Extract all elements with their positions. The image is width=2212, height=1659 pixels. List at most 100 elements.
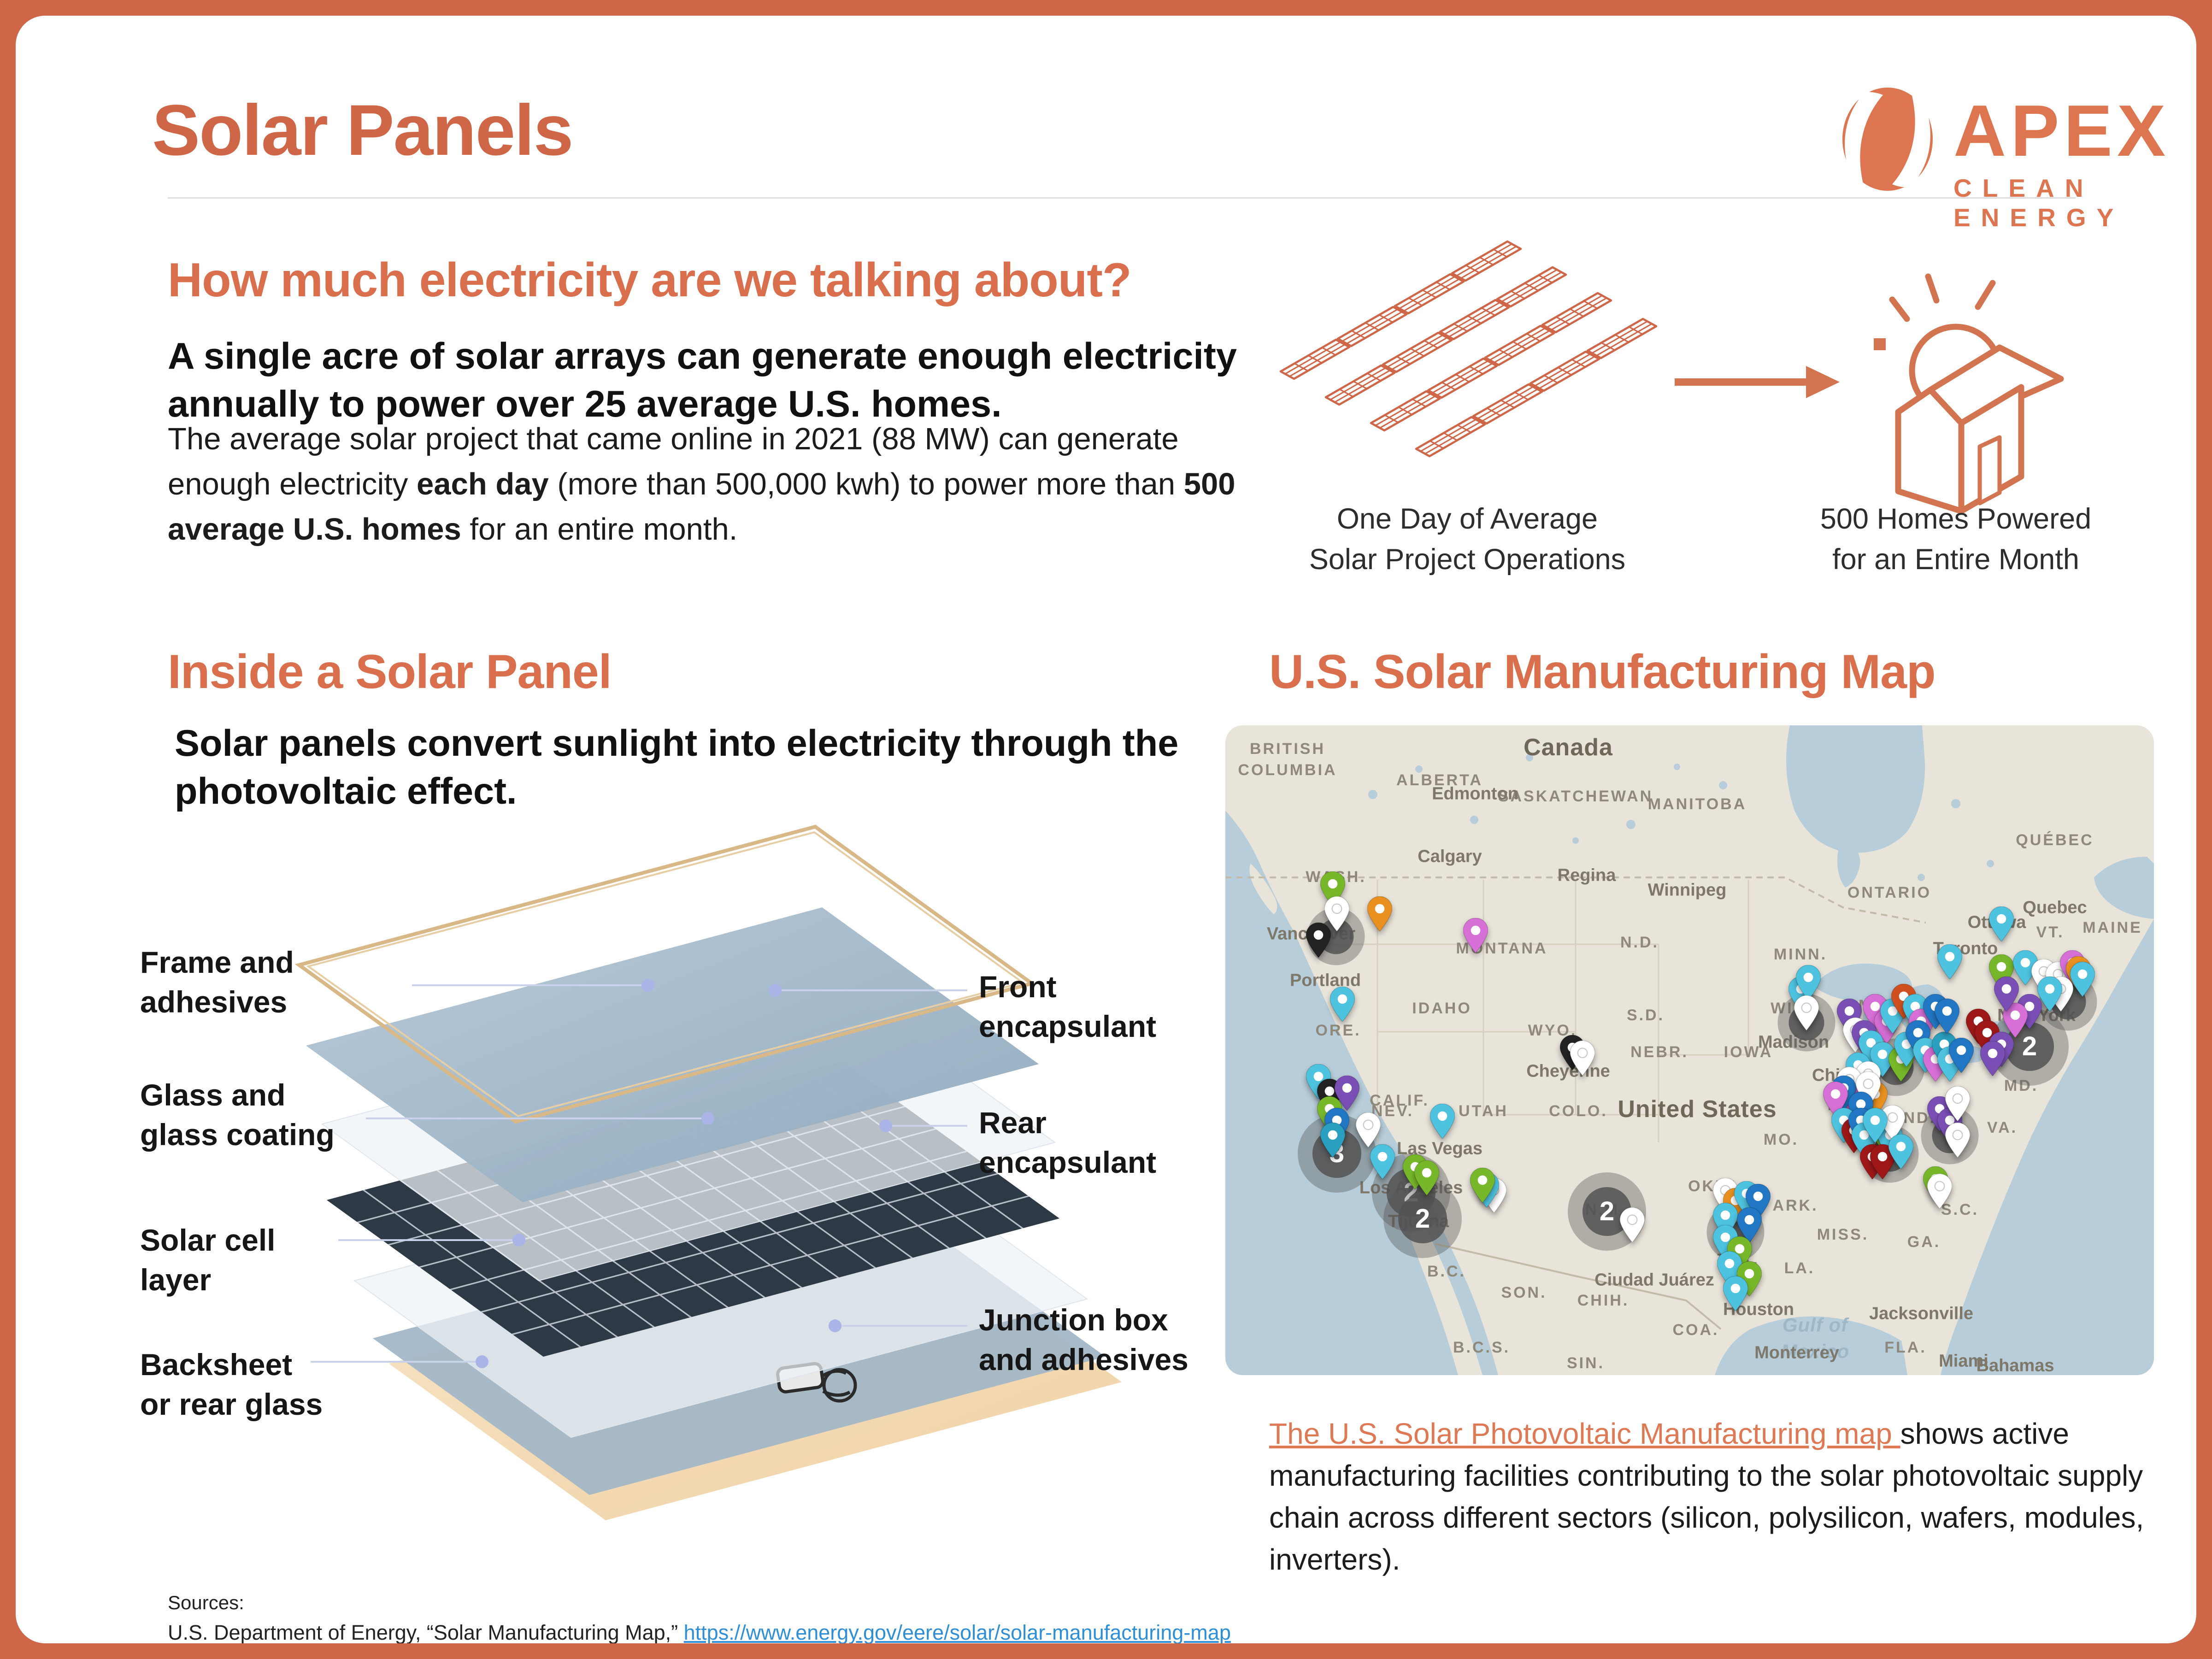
panel-callout-label: Frame and adhesives: [140, 945, 294, 1019]
source-link-doe[interactable]: https://www.energy.gov/eere/solar/solar-…: [683, 1621, 1231, 1643]
map-label: Jacksonville: [1869, 1304, 1974, 1324]
map-pin-p: [1980, 1041, 2005, 1077]
electricity-paragraph: The average solar project that came onli…: [168, 422, 1235, 547]
map-pin-c: [1863, 1108, 1888, 1143]
map-pin-c: [1723, 1276, 1748, 1312]
map-label: Canada: [1524, 734, 1613, 761]
gulf-st-lawrence: [2094, 857, 2154, 919]
map-label: VT.: [2036, 924, 2065, 941]
map-label: ORE.: [1315, 1022, 1361, 1040]
source-line-1: U.S. Department of Energy, “Solar Manufa…: [168, 1621, 1231, 1643]
map-label: Winnipeg: [1647, 880, 1727, 900]
map-pin-w: [1570, 1041, 1595, 1076]
frame-layer-inner: [306, 831, 1025, 1118]
map-pin-w: [1356, 1112, 1381, 1148]
map-label: Bahamas: [1976, 1356, 2054, 1375]
panel-callout-label: Glass and glass coating: [140, 1078, 335, 1152]
map-label: B.C.S.: [1453, 1339, 1511, 1357]
apex-logo-text: APEX CLEAN ENERGY: [1953, 93, 2196, 232]
electricity-lead: A single acre of solar arrays can genera…: [168, 335, 1237, 425]
map-label: ALBERTA: [1396, 771, 1483, 789]
map-pin-o: [1367, 896, 1392, 932]
map-pin-b: [1737, 1207, 1762, 1243]
solar-panel-icon: [1484, 324, 1555, 366]
electricity-heading: How much electricity are we talking abou…: [168, 253, 1132, 307]
map-label: IOWA: [1724, 1043, 1773, 1061]
glass-layer: [306, 907, 1039, 1202]
james-bay: [1837, 847, 1860, 888]
lake-superior: [1813, 964, 1912, 1002]
rear-encapsulant-layer: [353, 1141, 1088, 1438]
map-pin-w: [1945, 1123, 1970, 1158]
panel-callout-label: Junction box and adhesives: [979, 1303, 1188, 1377]
map-canvas: BRITISH COLUMBIA ALBERTA SASKATCHEWAN MANIT…: [1225, 725, 2154, 1375]
map-pin-w: [1945, 1086, 1970, 1122]
map-label: Regina: [1557, 865, 1616, 885]
sources-label: Sources:: [168, 1592, 244, 1613]
map-pin-t: [1320, 1123, 1345, 1158]
map-label: Edmonton: [1432, 784, 1518, 804]
map-pin-m: [1823, 1082, 1848, 1117]
solar-panel-icon: [1472, 383, 1543, 425]
solar-panel-icon: [1279, 338, 1351, 380]
solar-panel-icon: [1586, 318, 1658, 359]
map-label: MANITOBA: [1647, 795, 1747, 813]
map-pin-w: [1927, 1174, 1952, 1209]
state-borders: [1331, 880, 1751, 1142]
map-pin-w: [1324, 896, 1349, 932]
map-label: CALIF.: [1370, 1092, 1430, 1110]
map-link[interactable]: The U.S. Solar Photovoltaic Manufacturin…: [1269, 1417, 1900, 1450]
national-borders: [1225, 877, 1926, 1330]
apex-logo-icon: [1842, 76, 1933, 204]
map-pin-k: [1306, 923, 1331, 958]
map-label: NEV.: [1371, 1102, 1414, 1120]
junction-box-icon: [776, 1362, 857, 1403]
panel-callout-label: Solar cell layer: [140, 1223, 276, 1297]
header-divider: [168, 197, 2076, 199]
map-label: Cheyenne: [1526, 1061, 1610, 1081]
solar-panel-icon: [1439, 299, 1510, 341]
page: Solar Panels APEX CLEAN ENERGY How much …: [16, 16, 2196, 1643]
solar-panel-icon: [1336, 306, 1408, 347]
map-pin-b: [1935, 999, 1959, 1034]
map-label: Quebec: [2023, 898, 2087, 918]
hudson-bay: [1786, 725, 1925, 853]
solar-panel-icon: [1427, 357, 1498, 399]
solar-panel-icon: [1382, 331, 1453, 373]
map-pin-c: [1888, 1134, 1913, 1170]
map-pin-c: [1330, 987, 1355, 1022]
map-pin-p: [1335, 1076, 1359, 1111]
map-paragraph: The U.S. Solar Photovoltaic Manufacturin…: [1269, 1417, 2144, 1576]
map-label: ARK.: [1772, 1197, 1818, 1215]
map-label: MISS.: [1817, 1226, 1869, 1244]
map-label: Monterrey: [1754, 1343, 1839, 1363]
map-label: B.C.: [1427, 1263, 1466, 1281]
map-label: FLA.: [1884, 1339, 1927, 1357]
logo-subtitle: CLEAN ENERGY: [1953, 173, 2124, 232]
map-label: MAINE: [2083, 919, 2142, 937]
callout-dots: [476, 979, 892, 1368]
solar-cell-layer: [327, 1061, 1060, 1357]
map-label: MD.: [2004, 1077, 2039, 1095]
map-pin-c: [1370, 1144, 1395, 1180]
map-label: BRITISH COLUMBIA: [1238, 740, 1337, 779]
solar-array-icon: [1279, 240, 1658, 458]
map-pin-g: [1470, 1168, 1495, 1203]
map-label: MINN.: [1773, 946, 1828, 964]
map-label: ONTARIO: [1847, 884, 1932, 902]
front-encapsulant-layer: [321, 985, 1056, 1282]
callout-lines: [311, 984, 967, 1363]
map-label: SON.: [1501, 1284, 1547, 1302]
house-sun-icon: [1874, 273, 2064, 514]
logo-brand: APEX: [1953, 90, 2171, 171]
atlantic-ocean: [1941, 919, 2154, 1375]
map-pin-c: [2037, 977, 2062, 1012]
solar-panel-icon: [1451, 240, 1522, 282]
map-label: SASKATCHEWAN: [1498, 788, 1653, 806]
map-cluster: 2: [1383, 1180, 1462, 1258]
map-label: QUÉBEC: [2016, 831, 2094, 849]
map-cluster: 2: [1568, 1172, 1646, 1251]
panel-callout-label: Backsheet or rear glass: [140, 1347, 323, 1421]
map-label: GA.: [1907, 1233, 1941, 1251]
